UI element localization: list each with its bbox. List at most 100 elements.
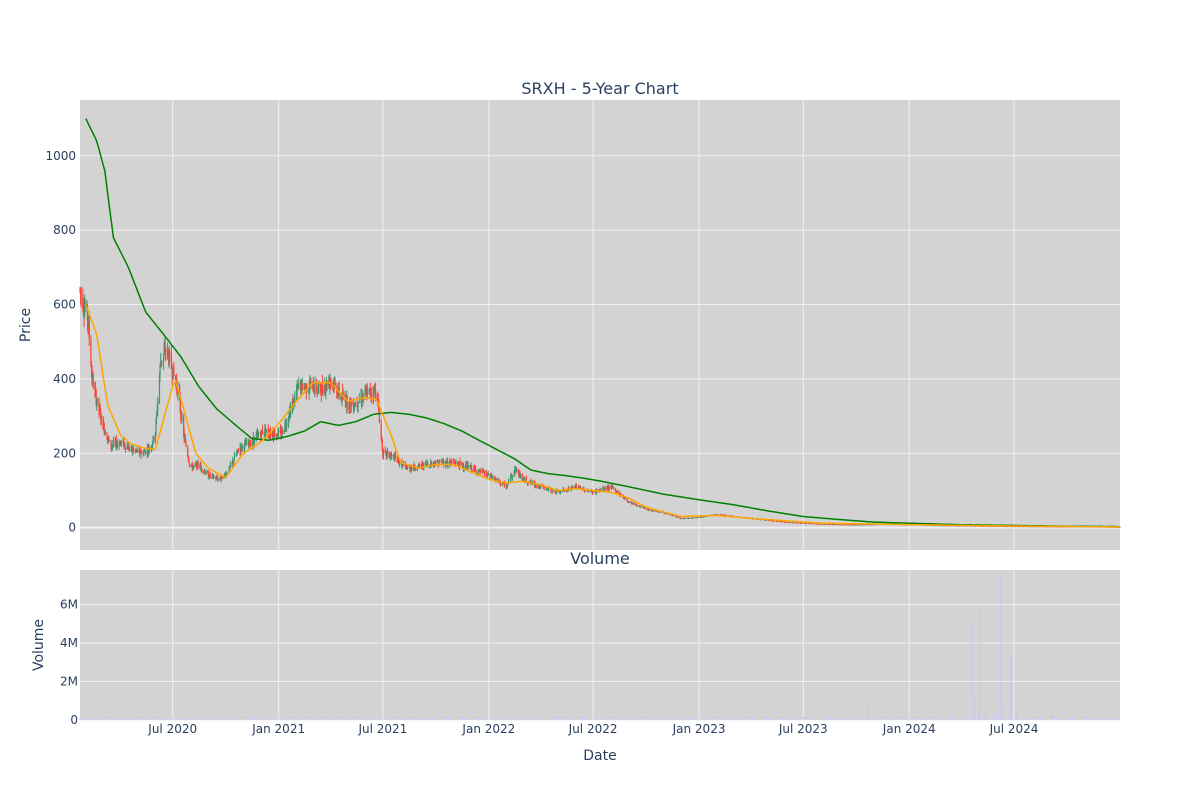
candle-body bbox=[314, 382, 316, 394]
volume-bar bbox=[1086, 717, 1088, 720]
candle-body bbox=[842, 524, 844, 526]
candle-body bbox=[120, 441, 123, 444]
volume-bars bbox=[79, 577, 1120, 720]
candle-body bbox=[96, 398, 98, 404]
candle-body bbox=[561, 490, 564, 492]
volume-bar bbox=[349, 717, 351, 720]
volume-bar bbox=[390, 717, 392, 720]
volume-bar bbox=[141, 717, 143, 720]
volume-bar bbox=[1010, 717, 1012, 720]
volume-bar bbox=[1079, 718, 1081, 720]
candle-body bbox=[648, 509, 650, 511]
candle-body bbox=[397, 458, 400, 460]
volume-bar bbox=[1116, 718, 1118, 720]
candle-body bbox=[623, 496, 625, 499]
volume-bar bbox=[372, 718, 374, 720]
candle-body bbox=[139, 449, 142, 454]
candle-body bbox=[389, 456, 391, 458]
candle-body bbox=[344, 399, 347, 405]
volume-bar bbox=[611, 717, 613, 720]
volume-bar bbox=[989, 717, 991, 720]
candle-body bbox=[174, 375, 177, 383]
volume-bar bbox=[846, 717, 848, 720]
candle-body bbox=[450, 462, 453, 463]
candle-body bbox=[483, 471, 485, 475]
volume-bar bbox=[328, 718, 330, 720]
volume-bar bbox=[296, 718, 298, 720]
volume-bar bbox=[639, 717, 641, 720]
volume-bar bbox=[600, 717, 602, 720]
volume-bar bbox=[406, 717, 408, 720]
candle-body bbox=[320, 384, 322, 392]
candle-body bbox=[103, 423, 105, 433]
volume-bar bbox=[1072, 717, 1074, 720]
price-y-tick-label: 600 bbox=[53, 298, 76, 312]
volume-bar bbox=[530, 718, 532, 720]
volume-bar bbox=[798, 718, 800, 720]
candle-body bbox=[584, 490, 586, 492]
candle-body bbox=[312, 383, 314, 392]
volume-bar bbox=[800, 718, 802, 720]
candle-body bbox=[546, 487, 549, 490]
candle-body bbox=[366, 389, 368, 397]
candle-body bbox=[143, 452, 145, 456]
candle-body bbox=[111, 445, 113, 447]
volume-bar bbox=[411, 717, 413, 720]
candle-body bbox=[155, 413, 158, 419]
candle-body bbox=[220, 478, 222, 480]
volume-bar bbox=[270, 717, 272, 720]
candle-body bbox=[401, 463, 404, 467]
volume-bar bbox=[802, 717, 804, 720]
x-tick-label: Jan 2024 bbox=[882, 722, 936, 736]
candle-body bbox=[560, 491, 562, 493]
volume-bar bbox=[517, 718, 519, 720]
volume-bar bbox=[180, 718, 182, 720]
candle-body bbox=[183, 432, 185, 440]
candle-body bbox=[370, 393, 372, 395]
volume-bar bbox=[574, 718, 576, 720]
volume-bar bbox=[263, 718, 265, 720]
volume-bar bbox=[926, 716, 928, 720]
candle-body bbox=[806, 523, 808, 524]
candle-body bbox=[510, 475, 512, 482]
volume-bar bbox=[954, 714, 956, 720]
volume-bar bbox=[913, 717, 915, 720]
volume-y-tick-labels: 0 2M 4M 6M bbox=[60, 598, 78, 727]
candle-body bbox=[265, 429, 268, 431]
volume-bar bbox=[1111, 718, 1113, 720]
candle-body bbox=[143, 450, 146, 452]
volume-bar bbox=[616, 718, 618, 720]
candle-body bbox=[494, 478, 496, 481]
candle-body bbox=[276, 433, 278, 436]
candle-body bbox=[669, 514, 671, 516]
candle-body bbox=[634, 502, 636, 506]
volume-bar bbox=[784, 718, 786, 720]
volume-bar bbox=[556, 717, 558, 720]
volume-bar bbox=[653, 717, 655, 720]
volume-bar bbox=[1012, 718, 1014, 720]
volume-bar bbox=[579, 717, 581, 720]
candle-body bbox=[217, 478, 219, 480]
candle-body bbox=[277, 431, 279, 438]
candle-body bbox=[141, 452, 143, 454]
volume-bar bbox=[512, 717, 514, 720]
volume-bar bbox=[878, 718, 880, 720]
volume-bar bbox=[650, 718, 652, 720]
candle-body bbox=[959, 525, 961, 527]
volume-bar bbox=[738, 717, 740, 720]
candle-body bbox=[1011, 526, 1013, 528]
candle-body bbox=[330, 380, 332, 382]
volume-bar bbox=[418, 718, 420, 720]
candle-body bbox=[116, 444, 118, 447]
candle-body bbox=[94, 388, 97, 392]
candle-body bbox=[164, 347, 166, 349]
candle-body bbox=[611, 485, 613, 487]
candle-body bbox=[280, 434, 283, 436]
candle-body bbox=[457, 463, 459, 465]
volume-bar bbox=[208, 717, 210, 720]
candle-body bbox=[236, 452, 238, 455]
volume-bar bbox=[770, 718, 772, 720]
volume-bar bbox=[1026, 717, 1028, 720]
candle-body bbox=[195, 464, 197, 466]
volume-bar bbox=[595, 718, 597, 720]
